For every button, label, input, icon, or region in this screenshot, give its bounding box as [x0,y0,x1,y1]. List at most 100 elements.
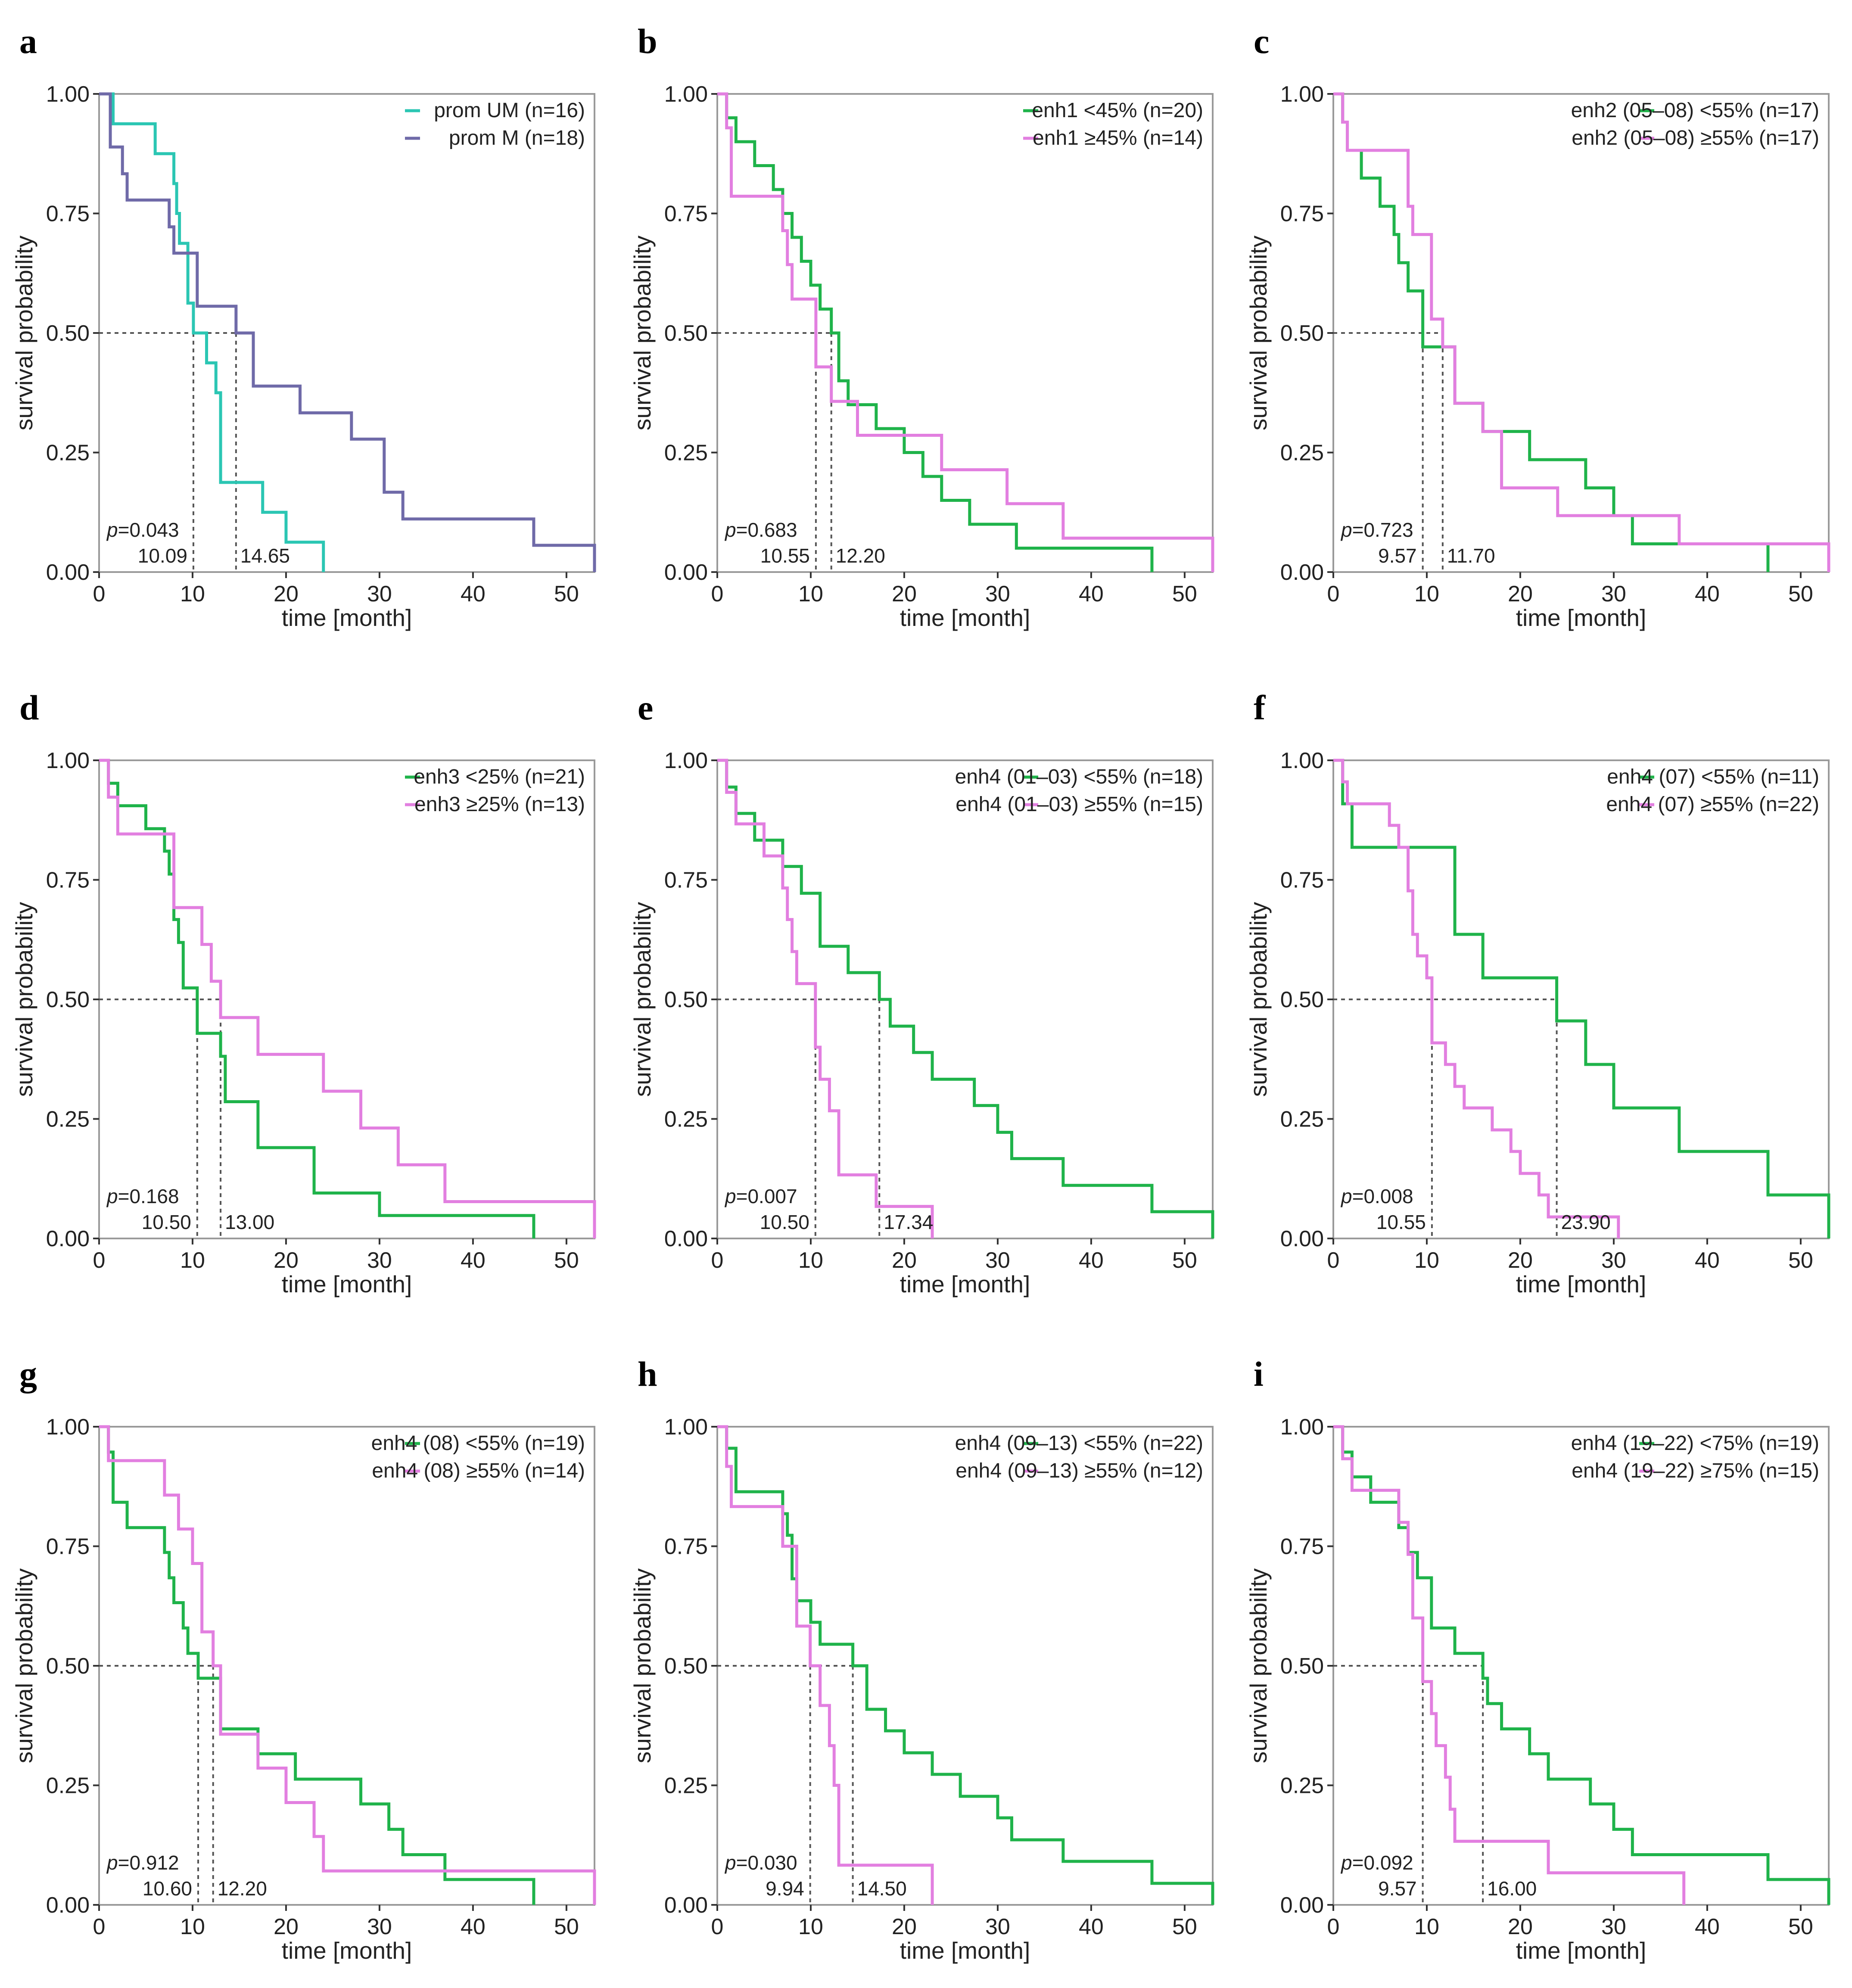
median-label: 10.50 [760,1211,809,1233]
x-tick-label: 50 [554,582,579,607]
x-tick-label: 0 [1327,1914,1340,1939]
y-tick-label: 0.25 [664,441,708,466]
x-tick-label: 20 [892,582,917,607]
survival-curve-1 [717,92,1154,572]
x-tick-label: 50 [1788,1914,1813,1939]
y-tick-label: 0.75 [664,1534,708,1559]
median-label: 14.50 [857,1877,907,1900]
legend-label: enh2 (05–08) <55% (n=17) [1571,99,1819,122]
x-tick-label: 20 [274,1914,299,1939]
x-tick-label: 50 [1172,1248,1197,1273]
y-tick-label: 1.00 [46,82,90,107]
median-label: 9.94 [766,1877,804,1900]
y-tick-label: 0.25 [1280,441,1324,466]
x-tick-label: 30 [985,582,1010,607]
y-tick-label: 0.00 [664,560,708,585]
x-tick-label: 0 [93,1914,106,1939]
median-label: 10.60 [143,1877,192,1900]
panel-c: c 0.00 0.25 0.50 0.75 1.00 0 10 20 30 40 50 time [mo… [1245,22,1830,631]
x-tick-label: 50 [554,1248,579,1273]
x-tick-label: 10 [180,1914,205,1939]
median-label: 13.00 [225,1211,274,1233]
y-axis-title: survival probability [11,902,37,1097]
x-tick-label: 40 [461,1248,486,1273]
y-tick-label: 0.75 [46,868,90,893]
legend-label: enh1 <45% (n=20) [1032,99,1203,122]
y-tick-label: 0.50 [664,321,708,346]
x-tick-label: 50 [1788,582,1813,607]
y-tick-label: 1.00 [664,748,708,773]
x-tick-label: 0 [93,582,106,607]
p-value-label: p=0.008 [1340,1185,1413,1207]
x-axis-title: time [month] [1516,604,1647,631]
y-tick-label: 0.50 [1280,987,1324,1012]
x-tick-label: 20 [1508,1248,1533,1273]
survival-curve-1 [99,92,325,572]
survival-curve-1 [99,759,535,1238]
y-tick-label: 0.25 [664,1107,708,1132]
x-tick-label: 0 [1327,1248,1340,1273]
x-axis-title: time [month] [900,1271,1030,1297]
y-tick-label: 0.25 [664,1773,708,1798]
y-axis-title: survival probability [11,1568,37,1763]
y-axis-title: survival probability [1245,235,1272,430]
median-label: 10.55 [1376,1211,1426,1233]
median-label: 14.65 [240,544,290,567]
x-axis-title: time [month] [282,1271,412,1297]
y-tick-label: 0.75 [46,202,90,227]
y-tick-label: 1.00 [46,748,90,773]
x-tick-label: 40 [1695,1914,1720,1939]
x-axis-title: time [month] [1516,1937,1647,1964]
x-tick-label: 30 [985,1248,1010,1273]
panel-letter: e [638,688,653,727]
x-tick-label: 50 [1172,582,1197,607]
x-tick-label: 30 [985,1914,1010,1939]
x-tick-label: 20 [1508,1914,1533,1939]
y-tick-label: 0.50 [46,1654,90,1679]
x-tick-label: 30 [1601,1914,1626,1939]
y-axis-title: survival probability [629,902,656,1097]
y-tick-label: 0.25 [1280,1107,1324,1132]
median-label: 23.90 [1561,1211,1611,1233]
x-tick-label: 0 [93,1248,106,1273]
median-label: 12.20 [218,1877,267,1900]
legend-label: enh2 (05–08) ≥55% (n=17) [1572,127,1819,149]
plot-frame [98,759,595,1239]
y-tick-label: 0.00 [46,1893,90,1918]
x-axis-title: time [month] [900,1937,1030,1964]
plot-frame [716,759,1214,1239]
y-tick-label: 0.00 [1280,1893,1324,1918]
p-value-label: p=0.683 [724,519,797,541]
legend-label: enh4 (01–03) ≥55% (n=15) [956,793,1203,816]
p-value-label: p=0.030 [724,1851,797,1874]
panel-g: g 0.00 0.25 0.50 0.75 1.00 0 10 20 30 40 50 time [mo… [11,1354,596,1964]
x-tick-label: 0 [1327,582,1340,607]
panel-letter: d [19,688,39,727]
y-tick-label: 0.75 [1280,202,1324,227]
x-tick-label: 30 [367,582,392,607]
x-tick-label: 10 [798,582,823,607]
p-value-label: p=0.007 [724,1185,797,1207]
x-tick-label: 40 [1079,1914,1104,1939]
y-tick-label: 0.50 [46,321,90,346]
y-tick-label: 0.50 [1280,1654,1324,1679]
survival-curve-2 [99,92,596,572]
median-label: 9.57 [1378,544,1417,567]
median-label: 10.50 [142,1211,191,1233]
x-tick-label: 20 [274,1248,299,1273]
p-value-label: p=0.043 [106,519,179,541]
legend-label: enh4 (07) ≥55% (n=22) [1606,793,1819,816]
panel-i: i 0.00 0.25 0.50 0.75 1.00 0 10 20 30 40 50 time [mo… [1245,1354,1830,1964]
legend-label: enh4 (07) <55% (n=11) [1607,765,1819,788]
y-tick-label: 0.50 [46,987,90,1012]
x-axis-title: time [month] [1516,1271,1647,1297]
x-axis-title: time [month] [282,604,412,631]
x-tick-label: 50 [1788,1248,1813,1273]
legend-label: enh4 (09–13) <55% (n=22) [955,1432,1203,1455]
legend-label: enh4 (08) <55% (n=19) [371,1432,585,1455]
x-tick-label: 50 [554,1914,579,1939]
legend-label: enh4 (19–22) <75% (n=19) [1571,1432,1819,1455]
x-tick-label: 0 [711,1914,724,1939]
x-tick-label: 0 [711,1248,724,1273]
panel-letter: c [1254,22,1269,61]
